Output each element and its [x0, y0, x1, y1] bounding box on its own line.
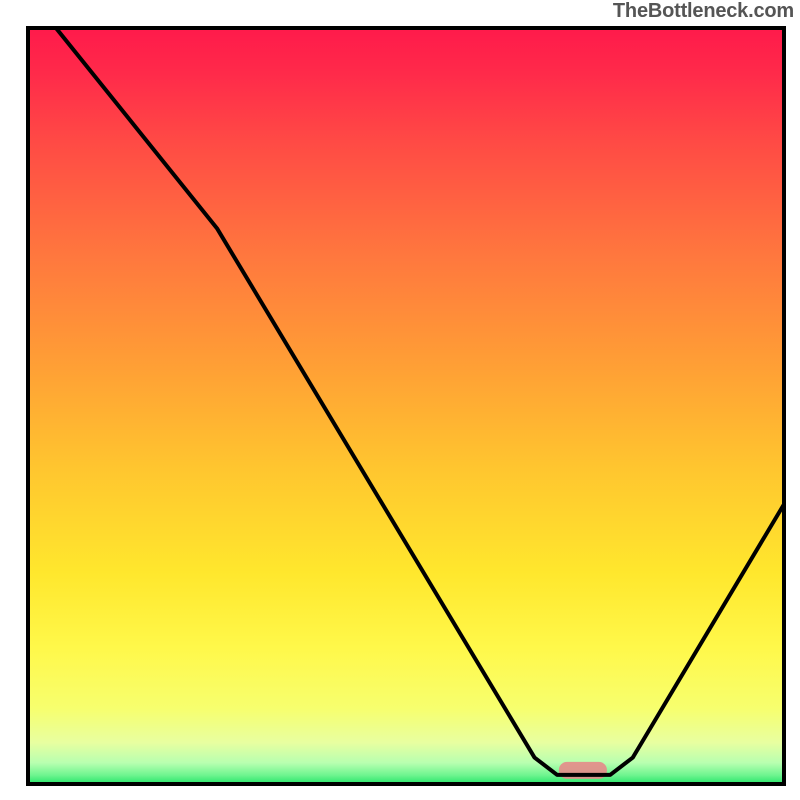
bottleneck-chart: TheBottleneck.com [0, 0, 800, 800]
plot-gradient-background [28, 28, 784, 784]
chart-canvas [0, 0, 800, 800]
attribution-text: TheBottleneck.com [613, 0, 794, 23]
